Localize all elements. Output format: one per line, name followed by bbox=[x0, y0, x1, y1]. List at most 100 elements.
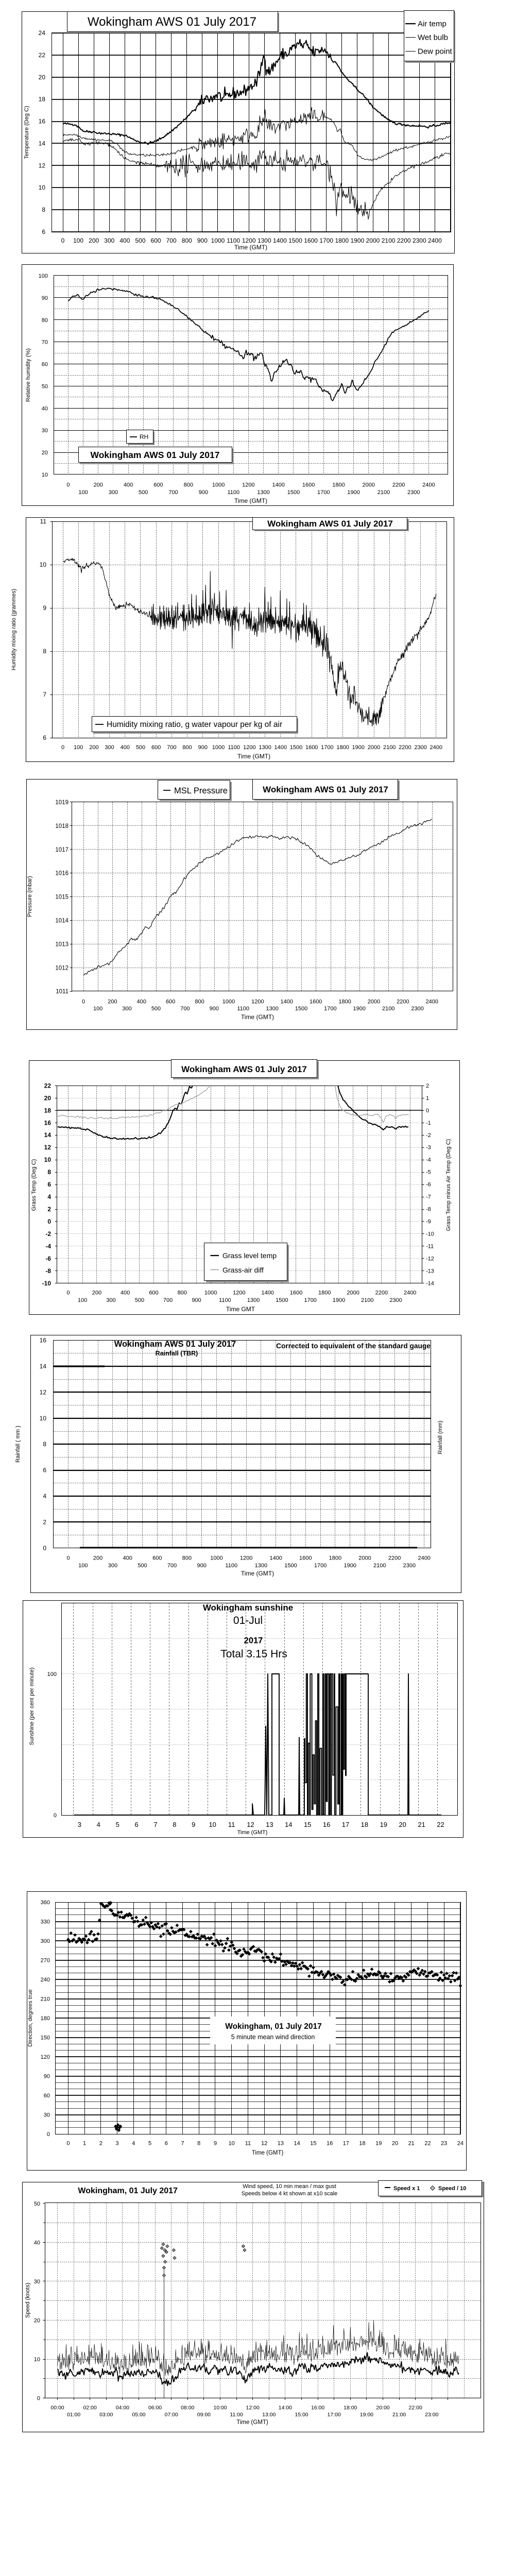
svg-text:1400: 1400 bbox=[281, 999, 293, 1005]
svg-text:0: 0 bbox=[61, 237, 65, 244]
svg-text:2017: 2017 bbox=[244, 1636, 263, 1646]
svg-text:-10: -10 bbox=[426, 1231, 434, 1238]
svg-text:60: 60 bbox=[44, 2093, 50, 2099]
svg-text:8: 8 bbox=[43, 1440, 46, 1448]
svg-text:11: 11 bbox=[245, 2141, 251, 2147]
svg-text:18: 18 bbox=[44, 1107, 52, 1114]
svg-text:5: 5 bbox=[148, 2141, 151, 2147]
svg-text:1800: 1800 bbox=[318, 1290, 331, 1296]
svg-text:800: 800 bbox=[195, 999, 204, 1005]
svg-text:4: 4 bbox=[47, 1193, 51, 1200]
svg-text:-5: -5 bbox=[426, 1170, 431, 1176]
svg-text:7: 7 bbox=[181, 2141, 184, 2147]
svg-text:2400: 2400 bbox=[422, 482, 435, 488]
svg-text:2300: 2300 bbox=[407, 489, 420, 496]
svg-text:100: 100 bbox=[73, 237, 83, 244]
svg-text:18: 18 bbox=[39, 96, 46, 103]
svg-text:1200: 1200 bbox=[251, 999, 264, 1005]
svg-text:10: 10 bbox=[229, 2141, 235, 2147]
svg-text:100: 100 bbox=[78, 489, 88, 496]
svg-text:1: 1 bbox=[426, 1095, 429, 1101]
svg-text:400: 400 bbox=[119, 237, 130, 244]
svg-text:Time GMT: Time GMT bbox=[226, 1306, 255, 1313]
svg-text:500: 500 bbox=[135, 237, 145, 244]
svg-text:5: 5 bbox=[116, 1821, 119, 1828]
svg-text:22: 22 bbox=[44, 1082, 52, 1089]
svg-text:1011: 1011 bbox=[56, 989, 68, 995]
svg-text:1000: 1000 bbox=[212, 482, 225, 488]
svg-text:Total 3.15 Hrs: Total 3.15 Hrs bbox=[220, 1648, 287, 1660]
svg-text:04:00: 04:00 bbox=[116, 2405, 129, 2411]
svg-text:600: 600 bbox=[151, 237, 161, 244]
svg-text:6: 6 bbox=[42, 228, 45, 235]
svg-text:300: 300 bbox=[105, 744, 114, 751]
svg-text:Pressure (mbar): Pressure (mbar) bbox=[27, 876, 33, 917]
svg-text:0: 0 bbox=[47, 2131, 50, 2138]
svg-text:12: 12 bbox=[261, 2141, 267, 2147]
svg-text:11: 11 bbox=[40, 518, 47, 525]
svg-text:Wokingham, 01 July 2017: Wokingham, 01 July 2017 bbox=[78, 2187, 178, 2195]
svg-text:22: 22 bbox=[437, 1821, 444, 1828]
svg-text:10: 10 bbox=[40, 1415, 47, 1422]
svg-text:500: 500 bbox=[151, 1006, 161, 1012]
svg-text:Grass Temp minus Air Temp (Deg: Grass Temp minus Air Temp (Deg C) bbox=[445, 1139, 452, 1231]
svg-text:0: 0 bbox=[67, 1290, 70, 1296]
svg-text:100: 100 bbox=[93, 1006, 102, 1012]
svg-text:8: 8 bbox=[197, 2141, 200, 2147]
svg-text:3: 3 bbox=[116, 2141, 119, 2147]
svg-text:10: 10 bbox=[42, 472, 48, 478]
svg-text:-1: -1 bbox=[426, 1120, 431, 1126]
svg-text:2300: 2300 bbox=[411, 1006, 423, 1012]
svg-text:10: 10 bbox=[209, 1821, 216, 1828]
svg-text:09:00: 09:00 bbox=[197, 2412, 211, 2418]
svg-text:2000: 2000 bbox=[368, 744, 380, 751]
svg-text:400: 400 bbox=[124, 482, 133, 488]
svg-text:800: 800 bbox=[182, 1555, 192, 1562]
svg-text:Rainfall (TBR): Rainfall (TBR) bbox=[156, 1350, 198, 1357]
svg-text:40: 40 bbox=[42, 405, 48, 412]
svg-text:12:00: 12:00 bbox=[246, 2405, 260, 2411]
svg-text:1600: 1600 bbox=[299, 1555, 312, 1562]
svg-text:1400: 1400 bbox=[272, 482, 285, 488]
svg-text:1100: 1100 bbox=[227, 489, 239, 496]
svg-text:200: 200 bbox=[92, 1290, 101, 1296]
svg-text:2300: 2300 bbox=[403, 1563, 416, 1569]
svg-text:900: 900 bbox=[192, 1297, 201, 1303]
svg-text:1600: 1600 bbox=[290, 1290, 302, 1296]
svg-text:1000: 1000 bbox=[222, 999, 235, 1005]
svg-text:1900: 1900 bbox=[352, 744, 365, 751]
svg-text:-8: -8 bbox=[426, 1207, 431, 1213]
svg-text:100: 100 bbox=[47, 1671, 57, 1677]
svg-text:Time (GMT): Time (GMT) bbox=[234, 497, 267, 504]
svg-text:150: 150 bbox=[41, 2035, 50, 2041]
svg-text:1200: 1200 bbox=[233, 1290, 245, 1296]
svg-text:14: 14 bbox=[40, 1363, 47, 1370]
svg-text:1300: 1300 bbox=[247, 1297, 260, 1303]
svg-text:Wokingham AWS 01 July 2017: Wokingham AWS 01 July 2017 bbox=[91, 450, 220, 460]
svg-text:120: 120 bbox=[41, 2054, 50, 2060]
svg-text:100: 100 bbox=[78, 1297, 87, 1303]
svg-text:90: 90 bbox=[42, 295, 48, 301]
svg-text:2100: 2100 bbox=[382, 1006, 394, 1012]
svg-text:14: 14 bbox=[44, 1131, 52, 1139]
svg-text:-10: -10 bbox=[42, 1280, 52, 1287]
svg-text:700: 700 bbox=[167, 1563, 177, 1569]
svg-text:300: 300 bbox=[122, 1006, 131, 1012]
svg-text:8: 8 bbox=[43, 648, 46, 655]
svg-text:900: 900 bbox=[199, 489, 208, 496]
svg-text:5 minute mean wind direction: 5 minute mean wind direction bbox=[231, 2033, 315, 2041]
svg-text:2100: 2100 bbox=[373, 1563, 386, 1569]
svg-text:8: 8 bbox=[42, 206, 45, 213]
svg-text:800: 800 bbox=[184, 482, 193, 488]
svg-text:30: 30 bbox=[42, 428, 48, 434]
svg-text:Rainfall ( mm ): Rainfall ( mm ) bbox=[15, 1426, 21, 1463]
svg-text:2300: 2300 bbox=[414, 744, 426, 751]
svg-text:18:00: 18:00 bbox=[344, 2405, 357, 2411]
svg-text:2000: 2000 bbox=[347, 1290, 359, 1296]
svg-text:800: 800 bbox=[182, 237, 192, 244]
svg-text:1000: 1000 bbox=[211, 237, 225, 244]
svg-text:1800: 1800 bbox=[329, 1555, 341, 1562]
svg-text:2400: 2400 bbox=[404, 1290, 416, 1296]
svg-text:400: 400 bbox=[123, 1555, 132, 1562]
svg-text:Wokingham AWS 01 July 2017: Wokingham AWS 01 July 2017 bbox=[263, 785, 388, 794]
